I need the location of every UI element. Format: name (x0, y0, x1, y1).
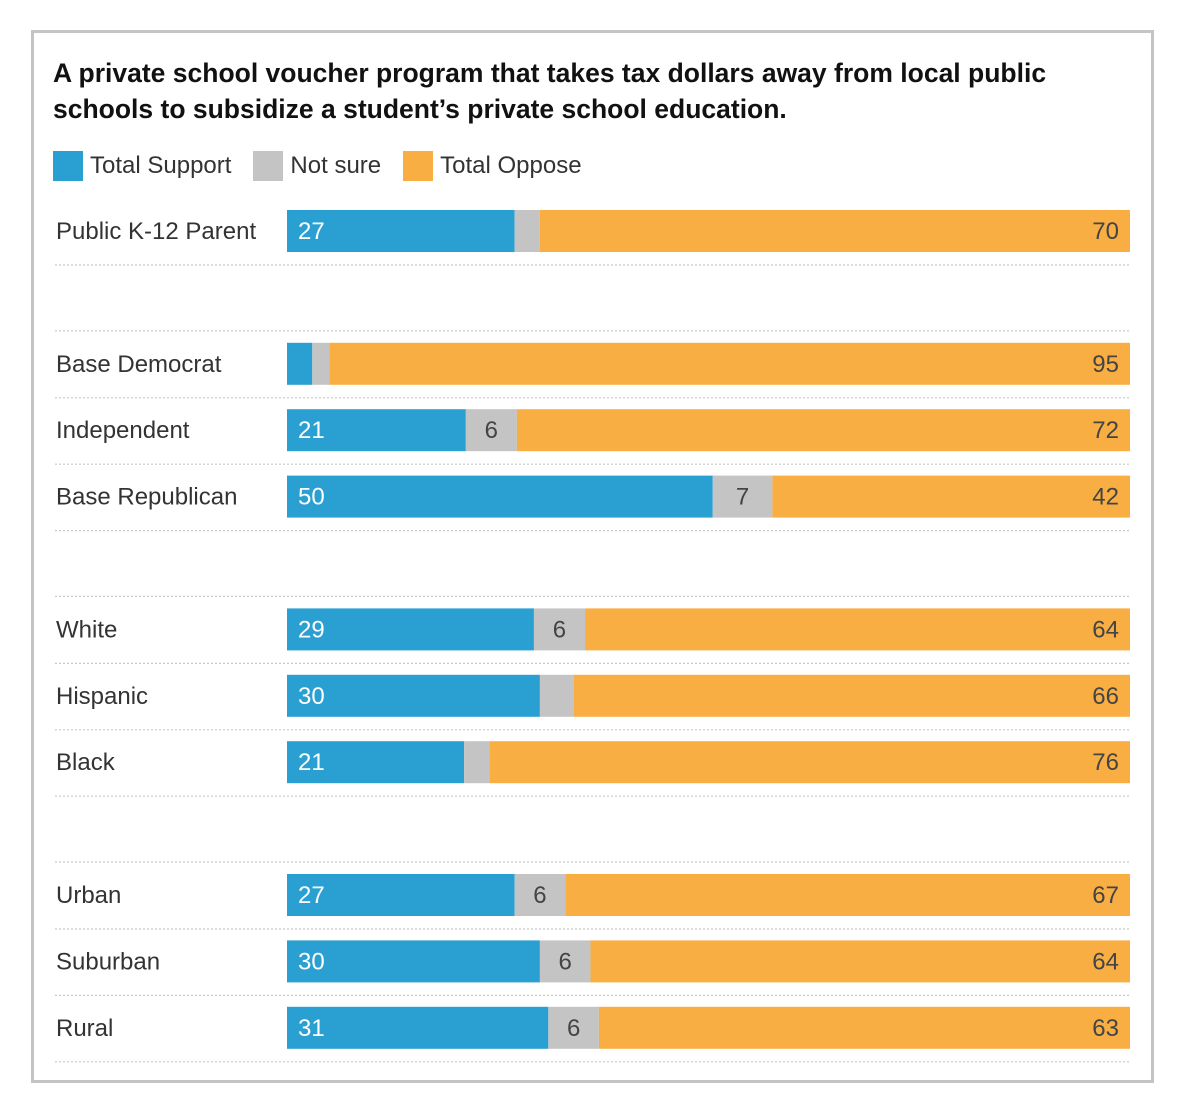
value-label-notsure-independent: 6 (485, 417, 498, 444)
value-label-oppose-base-democrat: 95 (1092, 351, 1119, 378)
category-label-urban: Urban (56, 882, 121, 909)
value-label-support-black: 21 (298, 749, 325, 776)
category-label-white: White (56, 616, 117, 643)
legend-swatch-support (53, 151, 83, 181)
category-label-base-republican: Base Republican (56, 484, 237, 511)
legend-item-oppose: Total Oppose (403, 151, 582, 181)
value-label-oppose-black: 76 (1092, 749, 1119, 776)
chart-legend: Total Support Not sure Total Oppose (53, 150, 604, 182)
bar-oppose-independent (516, 409, 1130, 452)
bar-notsure-independent (465, 409, 517, 452)
bar-support-white (287, 608, 534, 651)
value-label-notsure-white: 6 (553, 616, 566, 643)
category-label-black: Black (56, 749, 116, 776)
value-label-oppose-hispanic: 66 (1092, 683, 1119, 710)
category-label-rural: Rural (56, 1015, 113, 1042)
bar-oppose-suburban (590, 940, 1130, 983)
legend-swatch-oppose (403, 151, 434, 181)
bar-support-hispanic (287, 674, 540, 717)
bar-oppose-hispanic (573, 674, 1130, 717)
bar-oppose-urban (565, 874, 1130, 916)
value-label-notsure-base-republican: 7 (736, 484, 749, 511)
bar-support-suburban (287, 940, 540, 983)
value-label-oppose-suburban: 64 (1092, 948, 1119, 975)
bar-oppose-base-democrat (329, 342, 1130, 385)
value-label-oppose-white: 64 (1092, 616, 1119, 643)
bar-support-urban (287, 874, 515, 916)
bar-notsure-rural (548, 1006, 599, 1049)
legend-label-oppose: Total Oppose (440, 152, 582, 179)
bar-notsure-base-republican (712, 475, 773, 518)
bar-support-public-k-12-parent (287, 210, 515, 252)
bar-notsure-public-k-12-parent (514, 210, 540, 252)
bar-support-black (287, 741, 465, 784)
legend-item-notsure: Not sure (253, 151, 381, 181)
bar-oppose-white (585, 608, 1130, 651)
value-label-support-hispanic: 30 (298, 683, 325, 710)
bar-oppose-rural (598, 1006, 1130, 1049)
category-label-independent: Independent (56, 417, 190, 444)
value-label-oppose-public-k-12-parent: 70 (1092, 218, 1119, 245)
category-label-suburban: Suburban (56, 948, 160, 975)
chart-title: A private school voucher program that ta… (53, 58, 1047, 124)
bar-oppose-base-republican (772, 475, 1130, 518)
value-label-notsure-urban: 6 (533, 882, 546, 909)
value-label-support-public-k-12-parent: 27 (298, 218, 325, 245)
value-label-support-base-republican: 50 (298, 484, 325, 511)
value-label-oppose-independent: 72 (1092, 417, 1119, 444)
value-label-support-suburban: 30 (298, 948, 325, 975)
value-label-oppose-urban: 67 (1092, 882, 1119, 909)
bar-oppose-black (489, 741, 1130, 784)
bar-notsure-hispanic (539, 674, 574, 717)
category-label-base-democrat: Base Democrat (56, 351, 222, 378)
bar-notsure-black (464, 741, 490, 784)
legend-label-notsure: Not sure (290, 152, 382, 179)
value-label-oppose-rural: 63 (1092, 1015, 1119, 1042)
value-label-support-urban: 27 (298, 882, 325, 909)
bar-notsure-base-democrat (312, 342, 330, 385)
legend-item-support: Total Support (53, 151, 231, 181)
bar-notsure-white (533, 608, 586, 651)
category-label-public-k-12-parent: Public K-12 Parent (56, 218, 256, 245)
legend-swatch-notsure (253, 151, 284, 181)
bar-support-base-democrat (287, 342, 313, 385)
bar-oppose-public-k-12-parent (539, 210, 1130, 252)
value-label-support-independent: 21 (298, 417, 325, 444)
bar-notsure-suburban (539, 940, 591, 983)
bar-notsure-urban (514, 874, 566, 916)
value-label-oppose-base-republican: 42 (1092, 484, 1119, 511)
value-label-support-rural: 31 (298, 1015, 325, 1042)
value-label-notsure-rural: 6 (567, 1015, 580, 1042)
bar-support-independent (287, 409, 466, 452)
value-label-support-white: 29 (298, 616, 325, 643)
value-label-notsure-suburban: 6 (559, 948, 572, 975)
bar-support-base-republican (287, 475, 713, 518)
bar-support-rural (287, 1006, 549, 1049)
legend-label-support: Total Support (90, 152, 232, 179)
category-label-hispanic: Hispanic (56, 683, 148, 710)
